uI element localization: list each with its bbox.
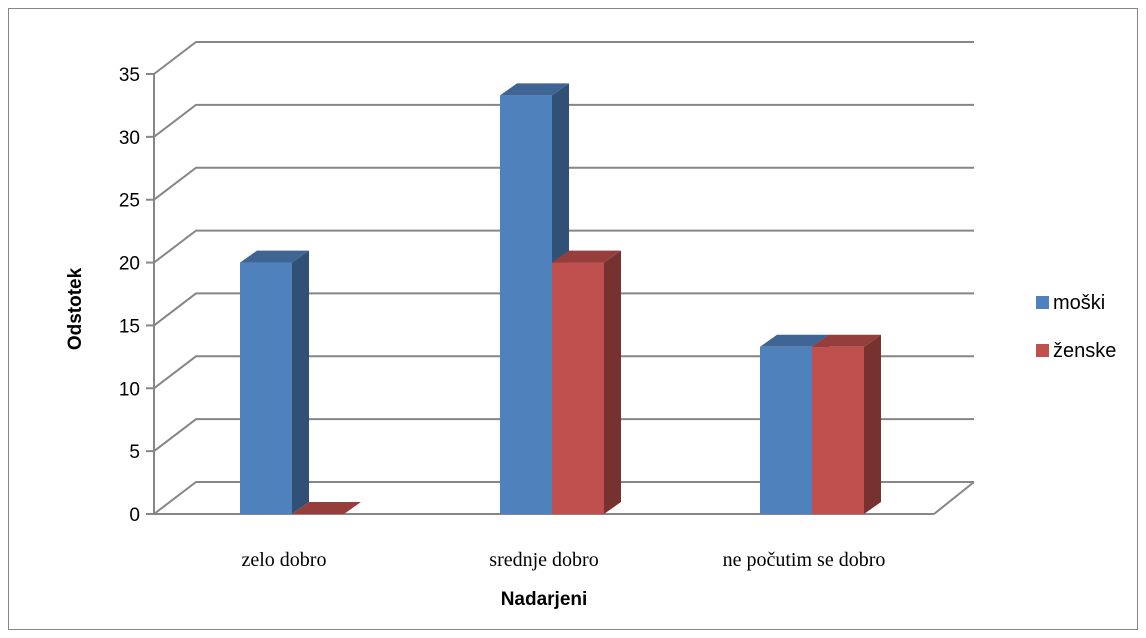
gridline	[153, 229, 974, 264]
gridline	[153, 166, 974, 201]
gridline	[153, 418, 974, 452]
legend: moški ženske	[1036, 292, 1116, 362]
y-axis-title: Odstotek	[65, 267, 86, 350]
bar-top	[552, 250, 621, 263]
legend-label: ženske	[1053, 340, 1116, 362]
bar-chart: 0 5 10 15 20 25 30 35 zelo dobro srednje dobro ne…	[65, 41, 1116, 610]
bar-front	[240, 262, 292, 514]
gridlines	[146, 41, 974, 515]
y-tick-label: 30	[119, 128, 140, 149]
bar-front	[500, 95, 552, 514]
y-tick-label: 35	[119, 65, 140, 86]
y-tick-label: 20	[119, 254, 140, 275]
bar	[812, 334, 881, 514]
y-tick-labels: 0 5 10 15 20 25 30 35	[119, 65, 140, 526]
bar-top	[812, 334, 881, 347]
bar-front	[812, 346, 864, 514]
y-tick-label: 10	[119, 379, 140, 400]
floor-right-edge	[933, 481, 975, 515]
x-category-label: srednje dobro	[489, 549, 598, 571]
legend-label: moški	[1053, 292, 1105, 314]
bar	[240, 250, 309, 515]
x-category-label: zelo dobro	[242, 549, 327, 571]
x-category-label: ne počutim se dobro	[723, 549, 886, 571]
x-axis-title: Nadarjeni	[501, 589, 588, 610]
bar-top	[292, 502, 361, 514]
legend-swatch	[1036, 296, 1049, 309]
bar-side	[292, 250, 309, 515]
gridline	[153, 355, 974, 390]
gridline	[153, 41, 974, 75]
bars	[240, 83, 881, 515]
y-tick-label: 5	[129, 442, 140, 463]
bar-top	[240, 250, 309, 263]
bar-front	[760, 346, 812, 514]
bar-top	[760, 334, 829, 347]
y-tick-label: 25	[119, 191, 140, 212]
bar-side	[604, 250, 621, 515]
bar	[552, 250, 621, 515]
y-tick-label: 15	[119, 316, 140, 337]
chart-frame: 0 5 10 15 20 25 30 35 zelo dobro srednje dobro ne…	[8, 8, 1138, 630]
bar-top	[500, 83, 569, 96]
bar	[292, 502, 361, 514]
x-category-labels: zelo dobro srednje dobro ne počutim se dob…	[242, 549, 886, 571]
gridline	[153, 103, 974, 138]
gridline	[153, 292, 974, 327]
legend-swatch	[1036, 344, 1049, 357]
y-tick-label: 0	[129, 505, 140, 526]
bar-side	[864, 334, 881, 514]
bar-front	[552, 262, 604, 514]
gridline	[153, 481, 974, 515]
